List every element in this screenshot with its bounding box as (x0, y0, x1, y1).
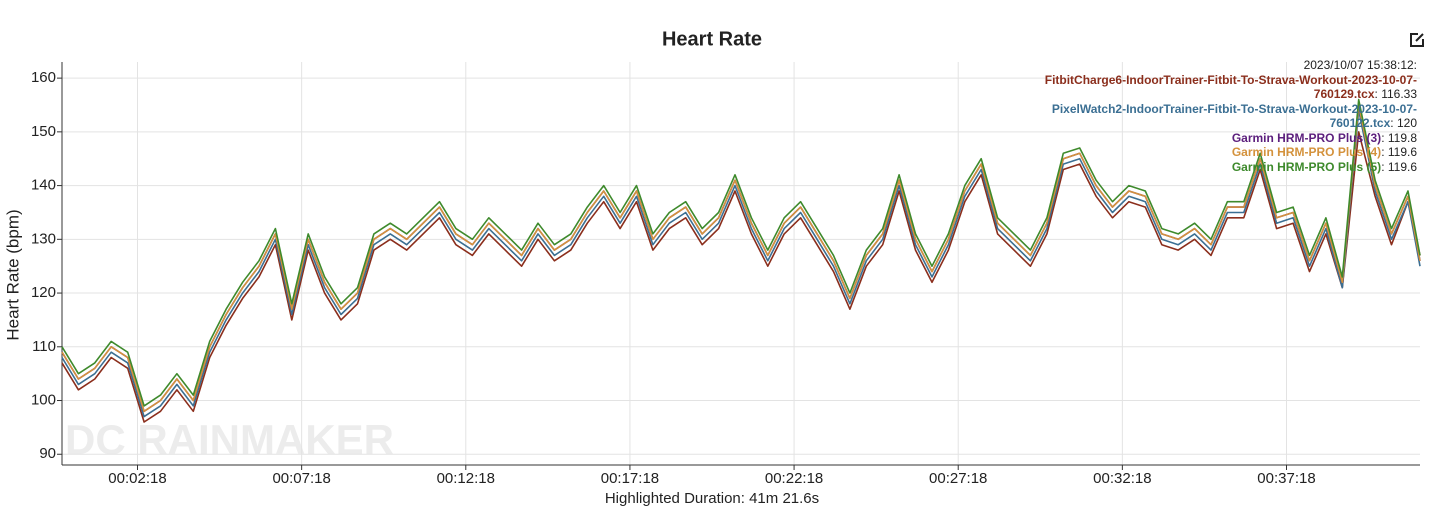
series-line (61, 98, 1421, 407)
x-axis-label: Highlighted Duration: 41m 21.6s (605, 490, 819, 507)
y-tick-label: 110 (32, 338, 56, 355)
legend-entry: PixelWatch2-IndoorTrainer-Fitbit-To-Stra… (1017, 102, 1417, 131)
series-line (61, 109, 1421, 418)
x-tick-label: 00:37:18 (1257, 470, 1315, 487)
legend-value: 120 (1390, 116, 1417, 130)
edit-icon[interactable] (1410, 33, 1424, 47)
y-tick-label: 130 (31, 230, 56, 247)
y-tick-label: 90 (39, 445, 56, 462)
legend-entry: Garmin HRM-PRO Plus (3)119.8 (1017, 131, 1417, 146)
chart-title: Heart Rate (662, 28, 762, 50)
legend-value: 119.8 (1381, 131, 1417, 145)
legend-label: Garmin HRM-PRO Plus (3) (1231, 130, 1382, 145)
legend-value: 119.6 (1381, 145, 1417, 159)
legend-label: FitbitCharge6-IndoorTrainer-Fitbit-To-St… (1044, 72, 1417, 102)
y-tick-label: 120 (31, 284, 56, 301)
watermark: DC RAINMAKER (65, 416, 394, 463)
edit-icon-box[interactable] (1410, 33, 1424, 47)
x-tick-label: 00:17:18 (601, 470, 659, 487)
x-tick-label: 00:32:18 (1093, 470, 1151, 487)
tooltip: 2023/10/07 15:38:12: FitbitCharge6-Indoo… (1017, 58, 1417, 174)
x-tick-label: 00:22:18 (765, 470, 823, 487)
x-tick-label: 00:27:18 (929, 470, 987, 487)
series-line (61, 104, 1421, 413)
x-tick-label: 00:12:18 (437, 470, 495, 487)
y-tick-label: 160 (31, 69, 56, 86)
y-axis-label: Heart Rate (bpm) (3, 209, 22, 340)
y-tick-label: 100 (31, 391, 56, 408)
y-tick-label: 150 (31, 123, 56, 140)
legend-entry: Garmin HRM-PRO Plus (4)119.6 (1017, 145, 1417, 160)
legend-label: Garmin HRM-PRO Plus (5) (1231, 159, 1382, 174)
legend-value: 119.6 (1381, 160, 1417, 174)
legend-value: 116.33 (1375, 87, 1417, 101)
legend-label: Garmin HRM-PRO Plus (4) (1231, 145, 1382, 159)
legend-entry: FitbitCharge6-IndoorTrainer-Fitbit-To-St… (1017, 73, 1417, 102)
legend-entry: Garmin HRM-PRO Plus (5)119.6 (1017, 160, 1417, 175)
y-tick-label: 140 (31, 177, 56, 194)
tooltip-title: 2023/10/07 15:38:12: (1303, 58, 1417, 72)
legend-label: PixelWatch2-IndoorTrainer-Fitbit-To-Stra… (1051, 101, 1417, 131)
x-tick-label: 00:07:18 (272, 470, 330, 487)
series-line (61, 131, 1421, 423)
edit-icon-pen[interactable] (1415, 33, 1424, 42)
x-tick-label: 00:02:18 (108, 470, 166, 487)
